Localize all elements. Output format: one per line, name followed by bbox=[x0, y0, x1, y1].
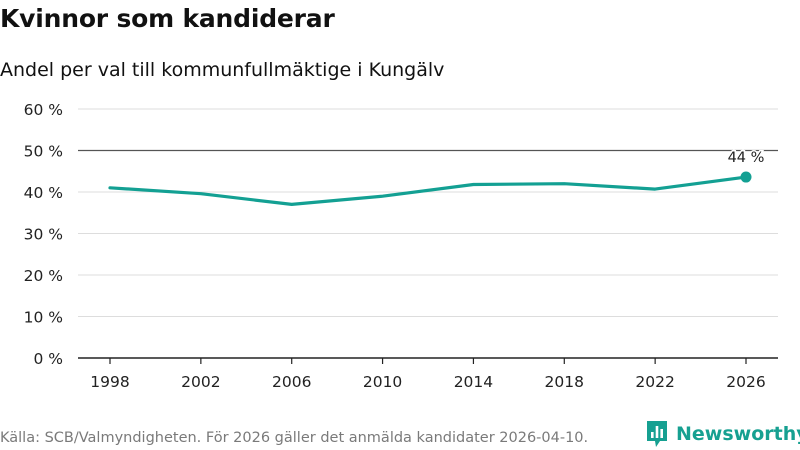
x-tick-label: 2022 bbox=[635, 373, 674, 391]
x-tick-label: 2010 bbox=[363, 373, 402, 391]
y-tick-label: 40 % bbox=[24, 184, 63, 202]
x-tick-label: 2006 bbox=[272, 373, 311, 391]
x-tick-label: 2018 bbox=[545, 373, 584, 391]
x-tick-label: 2002 bbox=[181, 373, 220, 391]
y-tick-label: 60 % bbox=[24, 101, 63, 119]
chart-title: Kvinnor som kandiderar bbox=[0, 4, 335, 33]
y-tick-label: 20 % bbox=[24, 267, 63, 285]
y-tick-label: 10 % bbox=[24, 309, 63, 327]
y-tick-label: 50 % bbox=[24, 143, 63, 161]
x-tick-label: 2014 bbox=[454, 373, 493, 391]
x-tick-label: 1998 bbox=[90, 373, 129, 391]
y-tick-label: 0 % bbox=[33, 350, 63, 368]
series-line-andel-kvinnor bbox=[108, 175, 748, 206]
newsworthy-logo: Newsworthy bbox=[645, 419, 800, 449]
source-note: Källa: SCB/Valmyndigheten. För 2026 gäll… bbox=[0, 430, 589, 446]
y-tick-label: 30 % bbox=[24, 226, 63, 244]
data-point bbox=[740, 171, 752, 183]
brand-name: Newsworthy bbox=[676, 423, 800, 445]
x-tick-label: 2026 bbox=[726, 373, 765, 391]
annotation-label: 44 % bbox=[728, 150, 765, 166]
bar-chart-logo-icon bbox=[647, 421, 667, 447]
chart-subtitle: Andel per val till kommunfullmäktige i K… bbox=[0, 59, 445, 81]
